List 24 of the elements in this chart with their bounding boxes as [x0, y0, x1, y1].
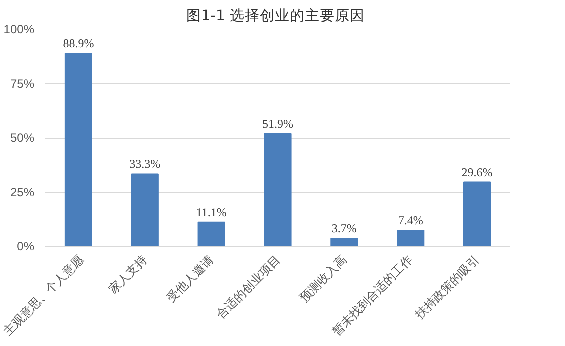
y-tick-label: 50%	[10, 131, 35, 145]
data-label: 51.9%	[262, 116, 294, 131]
data-label: 3.7%	[332, 221, 357, 236]
y-tick-label: 0%	[17, 240, 35, 254]
y-tick-label: 25%	[10, 185, 35, 200]
bar	[464, 182, 492, 246]
data-label: 33.3%	[130, 157, 161, 172]
x-tick-label: 家人支持	[106, 252, 150, 296]
x-tick-label: 主观意思、个人意愿	[0, 252, 87, 339]
bar	[198, 222, 226, 246]
y-tick-label: 75%	[10, 76, 35, 91]
bar	[397, 230, 425, 246]
x-tick-label: 扶持政策的吸引	[412, 252, 482, 323]
bar	[330, 238, 358, 246]
x-tick-label: 预测收入高	[297, 252, 350, 305]
data-label: 11.1%	[196, 205, 227, 220]
bar	[264, 133, 292, 246]
data-label: 29.6%	[462, 165, 493, 180]
data-label: 88.9%	[63, 36, 94, 51]
bar	[131, 174, 159, 246]
bar	[64, 53, 92, 246]
y-tick-label: 100%	[4, 22, 35, 36]
data-label: 7.4%	[398, 213, 424, 228]
chart-title: 图1-1 选择创业的主要原因	[186, 8, 365, 24]
